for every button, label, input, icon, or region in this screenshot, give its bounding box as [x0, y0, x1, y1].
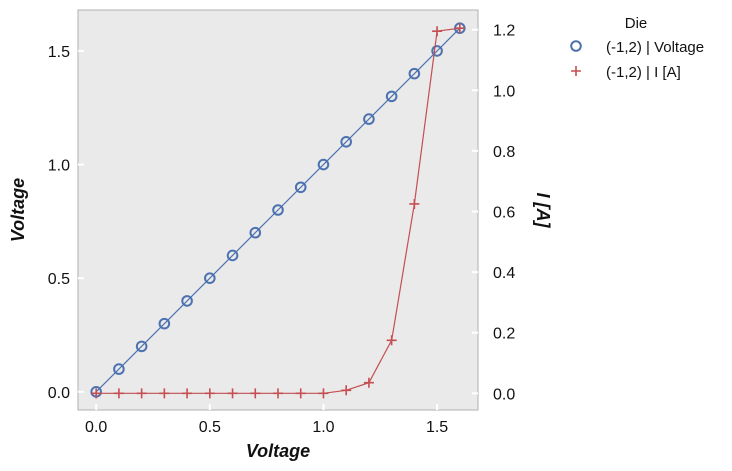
legend-label: (-1,2) | Voltage	[606, 39, 704, 56]
data-point	[227, 388, 238, 399]
data-point	[182, 388, 193, 399]
legend-marker	[570, 40, 582, 52]
right-y-tick-label: 0.4	[493, 265, 515, 282]
data-point	[273, 388, 283, 399]
right-y-tick-label: 0.8	[493, 144, 515, 161]
data-point	[363, 113, 375, 125]
right-y-tick-label: 0.2	[493, 326, 515, 343]
left-y-axis-ticks: 0.0 0.5 1.0 1.5	[48, 44, 84, 402]
data-point	[409, 198, 420, 209]
data-point	[204, 272, 216, 284]
data-point	[250, 388, 261, 399]
right-y-tick-label: 1.2	[493, 23, 515, 40]
series-1	[90, 22, 466, 398]
x-axis-ticks: 0.0 0.5 1.0 1.5	[85, 404, 448, 436]
data-point	[91, 388, 102, 399]
data-point	[249, 226, 262, 239]
data-point	[226, 249, 239, 262]
data-point	[363, 377, 374, 388]
data-point	[204, 388, 215, 399]
series-layer	[90, 22, 466, 399]
data-point	[113, 363, 125, 375]
data-point	[385, 90, 398, 103]
data-point	[340, 136, 352, 148]
data-point	[341, 385, 352, 396]
series-line	[95, 27, 461, 393]
right-y-tick-label: 0.0	[493, 386, 515, 403]
data-point	[294, 181, 307, 194]
data-point	[136, 388, 147, 399]
x-tick-label: 0.5	[199, 419, 221, 436]
right-y-axis-ticks: 0.0 0.2 0.4 0.6 0.8 1.0 1.2	[472, 23, 515, 403]
legend-marker	[571, 66, 581, 76]
x-tick-label: 1.0	[312, 419, 334, 436]
data-point	[386, 335, 397, 346]
left-y-tick-label: 0.0	[48, 385, 70, 402]
left-y-axis-title: Voltage	[8, 178, 28, 242]
left-y-tick-label: 0.5	[48, 271, 70, 288]
series-2	[91, 23, 465, 399]
data-point	[272, 204, 284, 216]
legend-label: (-1,2) | I [A]	[606, 64, 681, 81]
x-tick-label: 1.5	[426, 419, 448, 436]
data-point	[159, 388, 170, 399]
left-y-tick-label: 1.0	[48, 158, 70, 175]
data-point	[317, 158, 330, 171]
left-y-tick-label: 1.5	[48, 44, 70, 61]
data-point	[135, 340, 148, 353]
legend: Die (-1,2) | Voltage (-1,2) | I [A]	[570, 15, 704, 81]
data-point	[113, 388, 124, 399]
data-point	[295, 388, 306, 399]
data-point	[158, 317, 171, 330]
data-point	[431, 45, 443, 57]
legend-items: (-1,2) | Voltage (-1,2) | I [A]	[570, 39, 704, 81]
data-point	[408, 67, 421, 80]
x-tick-label: 0.0	[85, 419, 107, 436]
data-point	[454, 23, 465, 34]
right-y-axis-title: I [A]	[533, 193, 553, 229]
x-axis-title: Voltage	[246, 441, 310, 461]
data-point	[318, 388, 329, 399]
legend-title: Die	[625, 15, 648, 32]
data-point	[181, 295, 193, 307]
right-y-tick-label: 1.0	[493, 83, 515, 100]
right-y-tick-label: 0.6	[493, 205, 515, 222]
data-point	[432, 26, 443, 37]
